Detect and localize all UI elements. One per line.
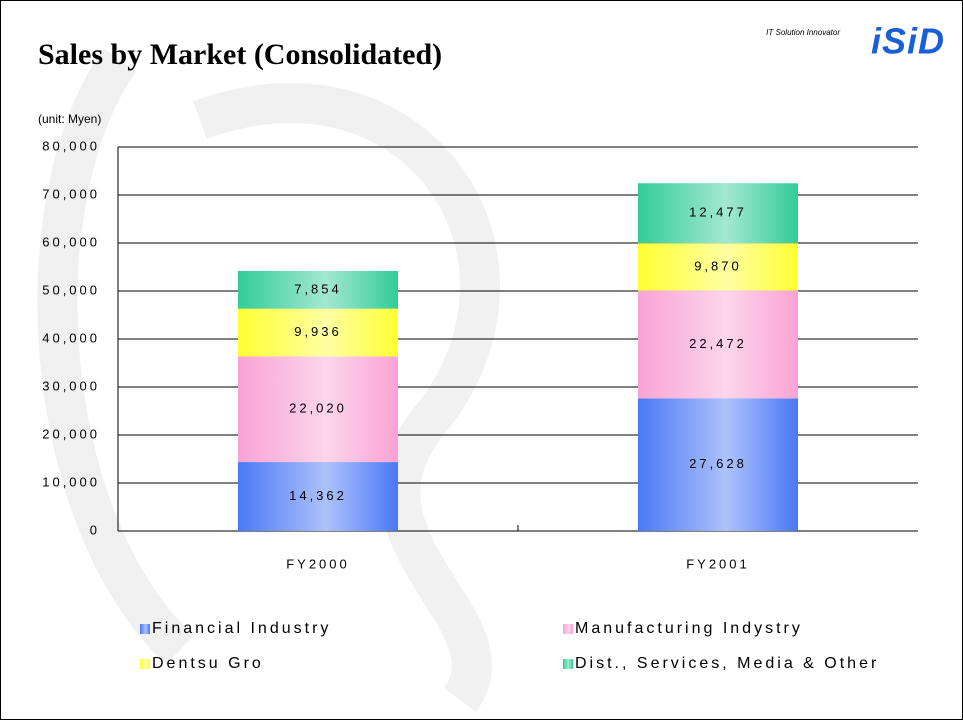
brand-logo: iSiD [871, 21, 945, 62]
legend-label: Dist., Services, Media & Other [575, 655, 879, 672]
value-label: 9,936 [294, 324, 342, 339]
legend-label: Manufacturing Indystry [575, 620, 803, 637]
brand-tagline: IT Solution Innovator [766, 28, 840, 37]
legend-swatch-sheen [140, 659, 150, 669]
bar-sheen [638, 398, 798, 531]
value-label: 22,020 [289, 401, 347, 416]
x-tick-label: FY2000 [286, 556, 350, 571]
value-label: 12,477 [689, 205, 747, 220]
legend-label: Dentsu Gro [152, 655, 264, 672]
y-tick-label: 60,000 [42, 234, 100, 249]
bar-sheen [238, 462, 398, 531]
y-tick-label: 40,000 [42, 330, 100, 345]
bar-sheen [638, 183, 798, 244]
y-tick-label: 30,000 [42, 378, 100, 393]
value-label: 9,870 [694, 258, 742, 273]
bar-sheen [638, 243, 798, 291]
value-label: 22,472 [689, 336, 747, 351]
legend-swatch-sheen [140, 624, 150, 634]
y-axis-label: (unit: Myen) [38, 112, 101, 126]
legend-label: Financial Industry [152, 620, 331, 637]
watermark-arc [193, 83, 500, 712]
bar-sheen [238, 356, 398, 463]
y-tick-label: 70,000 [42, 186, 100, 201]
legend-swatch-sheen [563, 659, 573, 669]
legend-swatch-sheen [563, 624, 573, 634]
y-tick-label: 0 [90, 522, 100, 537]
bar-sheen [638, 290, 798, 399]
value-label: 14,362 [289, 488, 347, 503]
y-tick-label: 80,000 [42, 138, 100, 153]
chart-title: Sales by Market (Consolidated) [38, 38, 442, 71]
y-tick-label: 50,000 [42, 282, 100, 297]
y-tick-label: 20,000 [42, 426, 100, 441]
watermark-arc [37, 48, 194, 665]
y-tick-label: 10,000 [42, 474, 100, 489]
x-tick-label: FY2001 [686, 556, 750, 571]
watermark [37, 48, 500, 712]
bar-sheen [238, 308, 398, 357]
value-label: 7,854 [294, 281, 342, 296]
bar-sheen [238, 270, 398, 309]
value-label: 27,628 [689, 456, 747, 471]
